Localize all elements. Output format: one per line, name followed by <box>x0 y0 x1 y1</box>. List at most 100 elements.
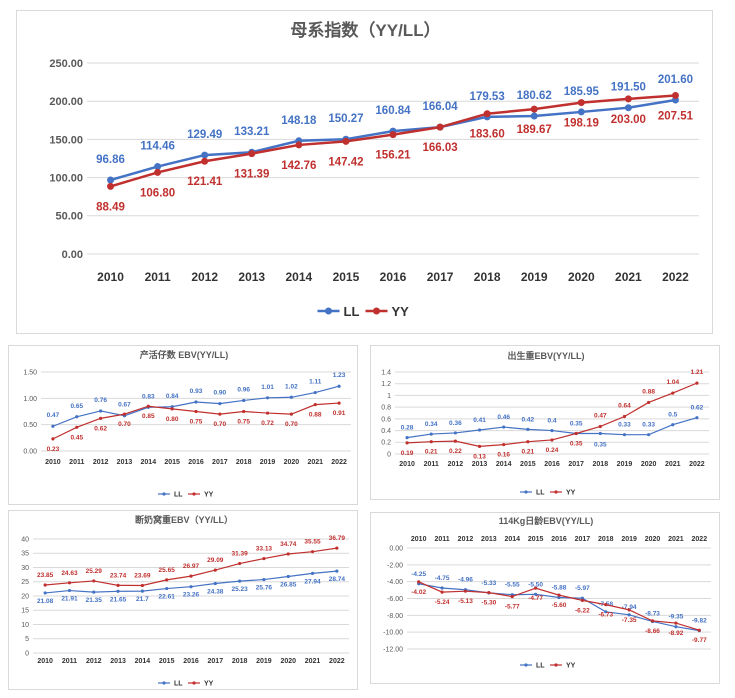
data-point-ll <box>107 176 115 184</box>
data-point-yy <box>170 407 174 411</box>
legend-label-ll: LL <box>344 304 360 319</box>
y-tick-label: -8.00 <box>387 613 403 620</box>
legend-label-ll: LL <box>174 681 183 688</box>
data-label-yy: 25.65 <box>159 567 176 574</box>
x-tick-label: 2014 <box>135 658 151 665</box>
data-label-yy: 142.76 <box>281 160 316 172</box>
y-tick-label: 150.00 <box>49 134 83 146</box>
chart-panel-weaning-weight: 断奶窝重EBV（YY/LL） 0 5 10 15 20 25 30 35 40 2010 2011 20… <box>8 510 358 690</box>
data-label-ll: 0.90 <box>214 390 227 397</box>
data-point-ll <box>43 591 47 595</box>
data-label-yy: 23.85 <box>37 572 54 579</box>
data-label-ll: -5.55 <box>505 582 520 589</box>
data-label-ll: 185.95 <box>564 86 600 98</box>
data-label-yy: 0.75 <box>190 419 203 426</box>
data-label-ll: 28.74 <box>329 576 346 583</box>
y-tick-label: 1.00 <box>23 396 37 403</box>
data-label-ll: -4.96 <box>458 577 473 584</box>
data-point-ll <box>674 625 678 629</box>
data-point-ll <box>213 581 217 586</box>
data-label-yy: 0.13 <box>473 453 486 460</box>
data-label-ll: -8.73 <box>645 610 660 617</box>
data-label-ll: 0.47 <box>47 412 60 419</box>
data-point-yy <box>67 581 72 585</box>
data-point-ll <box>51 424 55 428</box>
data-label-ll: 21.35 <box>86 597 103 604</box>
data-label-ll: -9.82 <box>692 618 707 625</box>
x-tick-label: 2017 <box>568 461 584 468</box>
data-label-ll: 0.83 <box>142 393 155 400</box>
data-label-yy: 0.64 <box>618 403 631 410</box>
data-point-ll <box>502 425 506 429</box>
chart-maternal-index: 母系指数（YY/LL） 0.00 50.00 100.00 150.00 200.00 25… <box>49 20 699 319</box>
data-point-yy <box>622 414 627 419</box>
data-label-yy: 33.13 <box>256 546 273 553</box>
data-label-ll: 21.7 <box>136 596 149 603</box>
data-point-ll <box>477 428 482 432</box>
data-label-yy: 88.49 <box>96 201 125 213</box>
x-tick-label: 2015 <box>333 270 360 284</box>
data-label-ll: 166.04 <box>422 101 458 113</box>
x-tick-label: 2017 <box>212 459 228 466</box>
y-tick-label: 100.00 <box>49 172 83 184</box>
data-point-ll <box>550 428 554 433</box>
x-tick-label: 2011 <box>69 459 84 466</box>
y-tick-label: 20 <box>21 593 29 600</box>
y-tick-label: 250.00 <box>49 58 83 70</box>
data-label-ll: 0.41 <box>473 417 486 424</box>
x-tick-label: 2010 <box>97 270 124 284</box>
x-tick-label: 2015 <box>520 461 536 468</box>
data-label-yy: 34.74 <box>280 541 297 548</box>
data-point-yy <box>580 598 584 602</box>
y-tick-label: 1 <box>387 393 391 400</box>
data-point-ll <box>99 409 103 413</box>
data-label-yy: 0.88 <box>642 388 655 395</box>
data-point-yy <box>313 403 317 407</box>
data-point-ll <box>218 402 222 406</box>
x-tick-label: 2011 <box>145 270 171 284</box>
data-label-yy: 0.70 <box>118 421 131 428</box>
data-point-yy <box>265 411 270 415</box>
data-label-yy: 0.70 <box>285 421 298 428</box>
chart-panel-birth-weight: 出生重EBV(YY/LL) 0 0.2 0.4 0.6 0.8 1 1.2 1.4 2010 201… <box>370 345 720 500</box>
x-tick-label: 2019 <box>260 459 276 466</box>
data-label-yy: -5.30 <box>481 600 496 607</box>
x-tick-label: 2013 <box>110 658 126 665</box>
data-label-yy: 1.04 <box>666 379 679 386</box>
data-label-yy: 0.91 <box>333 410 346 417</box>
chart-panel-maternal-index: 母系指数（YY/LL） 0.00 50.00 100.00 150.00 200.00 25… <box>16 10 713 334</box>
data-point-yy <box>389 131 397 139</box>
y-tick-label: 25 <box>21 579 29 586</box>
legend-marker-yy <box>192 681 196 685</box>
data-point-ll <box>313 390 317 395</box>
x-tick-label: 2013 <box>238 270 265 284</box>
data-point-yy <box>262 556 266 561</box>
y-tick-label: 1.50 <box>23 369 37 376</box>
data-label-ll: 0.34 <box>425 421 438 428</box>
data-label-ll: 160.84 <box>375 105 411 117</box>
data-point-ll <box>557 595 561 600</box>
data-label-ll: -5.97 <box>575 585 590 592</box>
data-label-yy: 131.39 <box>234 169 269 181</box>
data-label-yy: 0.21 <box>425 449 438 456</box>
chart-days-to-114kg-ebv: 114Kg日龄EBV(YY/LL) 0.00 -2.00 -4.00 -6.00 -8.0… <box>383 515 711 670</box>
data-point-yy <box>671 391 675 395</box>
data-label-ll: 201.60 <box>658 74 693 86</box>
data-point-yy <box>165 578 169 582</box>
y-tick-label: 35 <box>21 551 29 558</box>
x-tick-label: 2010 <box>399 461 415 468</box>
data-point-yy <box>627 608 631 612</box>
data-point-yy <box>510 594 514 599</box>
data-point-yy <box>526 440 530 444</box>
legend-label-yy: YY <box>566 490 576 497</box>
data-label-yy: 24.63 <box>61 570 78 577</box>
data-point-ll <box>335 569 339 573</box>
data-label-yy: 29.09 <box>207 557 224 564</box>
chart-title: 断奶窝重EBV（YY/LL） <box>135 514 233 525</box>
data-label-ll: 0.65 <box>70 403 83 410</box>
y-tick-label: -4.00 <box>387 579 403 586</box>
legend-label-ll: LL <box>536 663 545 670</box>
data-label-ll: 0.36 <box>449 420 462 427</box>
data-point-ll <box>526 427 530 431</box>
data-point-ll <box>116 589 120 593</box>
